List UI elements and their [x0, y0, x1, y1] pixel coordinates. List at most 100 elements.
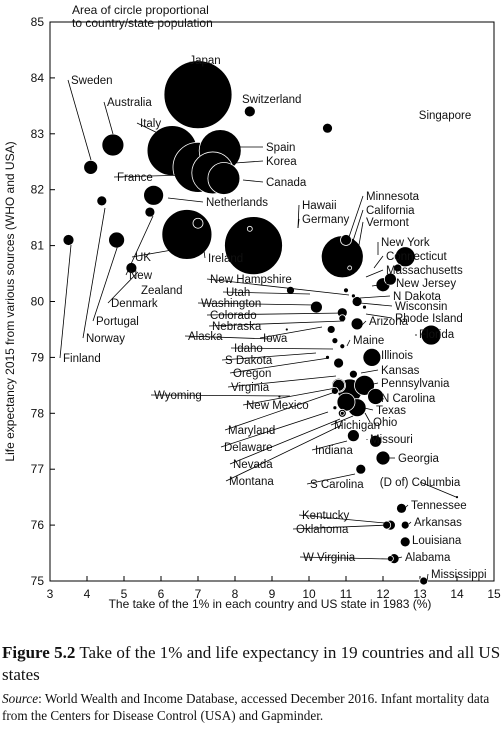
point-label-delaware: Delaware — [224, 442, 273, 454]
point-label-n-carolina: N Carolina — [381, 393, 436, 405]
figure-source: Source: World Wealth and Income Database… — [2, 690, 502, 724]
point-d-of-columbia — [455, 495, 459, 500]
x-axis-label: The take of the 1% in each country and U… — [109, 597, 432, 611]
point-iowa — [326, 325, 336, 334]
leader-new-zealand — [125, 215, 154, 276]
leader-wisconsin — [359, 302, 393, 307]
leader-denmark — [107, 271, 139, 304]
leader-minnesota — [348, 195, 364, 238]
point-label-mississippi: Mississippi — [431, 569, 487, 581]
point-label-spain: Spain — [266, 142, 295, 154]
point-label-tennessee: Tennessee — [411, 500, 467, 512]
point-n-dakota — [350, 293, 356, 299]
point-label-montana: Montana — [229, 476, 274, 488]
leader-california — [351, 209, 364, 245]
leader-tennessee — [404, 504, 409, 509]
x-tick-label: 10 — [302, 587, 316, 601]
point-label-netherlands: Netherlands — [206, 197, 268, 209]
point-tennessee — [396, 502, 407, 514]
x-tick-label: 9 — [269, 587, 276, 601]
y-tick-label: 76 — [31, 518, 45, 532]
point-label-wyoming: Wyoming — [154, 390, 202, 402]
point-florida — [420, 324, 442, 346]
y-tick-label: 82 — [31, 183, 45, 197]
leader-kentucky — [298, 514, 386, 524]
point-label-texas: Texas — [376, 405, 406, 417]
x-tick-label: 8 — [232, 587, 239, 601]
source-label: Source — [2, 691, 39, 706]
point-label-ohio: Ohio — [373, 417, 397, 429]
point-delaware — [332, 405, 338, 411]
leader-idaho — [230, 347, 334, 350]
point-label-korea: Korea — [266, 156, 297, 168]
x-tick-label: 12 — [376, 587, 390, 601]
leader-new-jersey — [371, 282, 394, 287]
figure-caption-text: Take of the 1% and life expectancy in 19… — [2, 643, 501, 684]
point-label-florida: Florida — [419, 329, 455, 341]
point-connecticut — [393, 263, 403, 273]
point-new-hampshire — [343, 287, 349, 294]
leader-rhode-island — [365, 313, 393, 319]
point-label-new-york: New York — [381, 237, 430, 249]
point-maine — [339, 343, 346, 350]
point-label-pennsylvania: Pennsylvania — [381, 378, 450, 390]
point-label-finland: Finland — [63, 353, 101, 365]
point-label-s-carolina: S Carolina — [310, 479, 364, 491]
point-mississippi — [419, 576, 429, 586]
point-missouri — [369, 434, 383, 448]
leader-connecticut — [373, 255, 384, 269]
leader-mississippi — [426, 573, 429, 582]
leader-washington — [197, 302, 315, 306]
figure-label: Figure 5.2 — [2, 643, 76, 662]
point-label-utah: Utah — [226, 287, 250, 299]
leader-finland — [59, 244, 72, 359]
x-tick-label: 14 — [450, 587, 464, 601]
leader-s-carolina — [306, 473, 356, 485]
point-finland — [62, 234, 75, 246]
point-minnesota — [340, 234, 352, 246]
point-louisiana — [399, 536, 411, 548]
leader-alaska — [184, 335, 272, 340]
point-label-sweden: Sweden — [71, 75, 113, 87]
point-label-italy: Italy — [140, 118, 161, 130]
point-label-hawaii: Hawaii — [302, 200, 337, 212]
point-label-denmark: Denmark — [111, 298, 158, 310]
point-label-france: France — [117, 172, 153, 184]
point-label-louisiana: Louisiana — [412, 535, 462, 547]
point-label-arkansas: Arkansas — [414, 517, 462, 529]
point-label-vermont: Vermont — [366, 217, 410, 229]
point-label-maine: Maine — [353, 335, 384, 347]
x-tick-label: 6 — [158, 587, 165, 601]
leader-n-carolina — [377, 397, 385, 400]
point-australia — [101, 133, 125, 157]
point-label-new-mexico: New Mexico — [246, 400, 309, 412]
point-label-arizona: Arizona — [369, 316, 409, 328]
point-illinois — [362, 347, 382, 367]
leader-iowa — [259, 326, 323, 339]
leader-wyoming — [150, 394, 291, 397]
x-tick-label: 13 — [413, 587, 427, 601]
leader-france — [113, 174, 189, 178]
leader-arizona — [361, 320, 367, 326]
point-label-new-jersey: New Jersey — [396, 278, 456, 290]
y-tick-label: 78 — [31, 406, 45, 420]
point-label-georgia: Georgia — [398, 453, 440, 465]
leader-w-virginia — [299, 556, 390, 560]
y-tick-label: 77 — [31, 462, 45, 476]
point-washington — [309, 300, 323, 314]
leader-vermont — [355, 221, 364, 263]
point-sweden — [83, 159, 99, 175]
y-tick-label: 80 — [31, 295, 45, 309]
x-tick-label: 11 — [340, 587, 353, 601]
leader-oregon — [229, 357, 330, 374]
point-germany — [224, 216, 283, 276]
point-label-switzerland: Switzerland — [242, 94, 301, 106]
x-tick-label: 7 — [195, 587, 202, 601]
leader-uk — [131, 249, 173, 258]
point-indiana — [346, 429, 360, 443]
point-label-washington: Washington — [201, 298, 261, 310]
point-label-canada: Canada — [266, 177, 307, 189]
y-tick-label: 84 — [31, 71, 45, 85]
point-netherlands — [143, 184, 165, 206]
leader-ireland — [201, 235, 206, 259]
